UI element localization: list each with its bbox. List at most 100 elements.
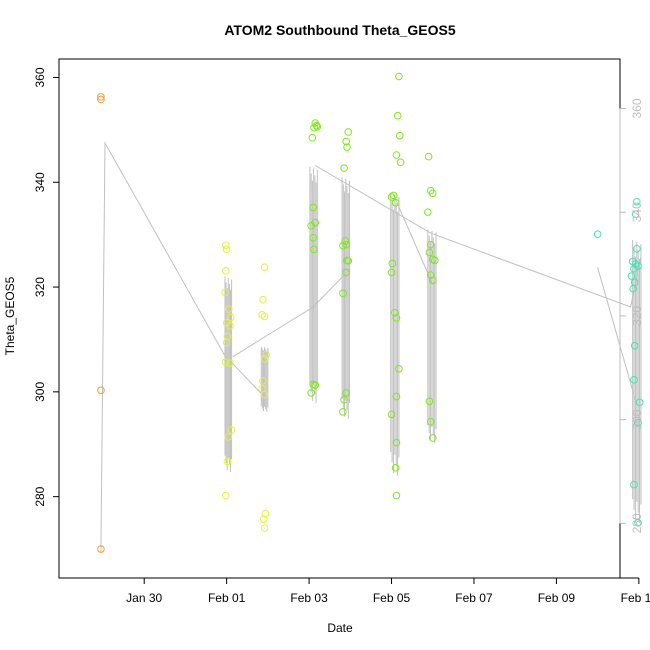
data-point: [342, 268, 350, 277]
data-point: [313, 122, 322, 131]
data-point: [226, 313, 235, 322]
data-point: [634, 418, 642, 427]
x-axis-label: Date: [327, 621, 353, 635]
x-tick-label: Feb 11: [621, 591, 650, 605]
data-point: [387, 410, 396, 419]
track-line: [232, 268, 351, 358]
data-point: [262, 350, 271, 359]
data-point: [632, 245, 641, 253]
data-point: [259, 377, 267, 385]
y-tick-label: 360: [33, 67, 47, 87]
data-point: [342, 389, 350, 397]
data-point: [97, 545, 105, 553]
data-point: [223, 457, 232, 466]
data-point: [635, 398, 644, 407]
data-point: [392, 392, 401, 401]
data-point: [630, 264, 638, 273]
data-point: [342, 137, 350, 146]
data-point: [395, 131, 404, 140]
data-point: [392, 151, 401, 159]
data-point: [426, 240, 435, 249]
data-point: [340, 395, 348, 404]
data-point: [260, 390, 269, 399]
data-point: [221, 288, 229, 297]
y2-tick-label: 280: [630, 513, 644, 533]
data-point: [224, 433, 233, 441]
data-point: [227, 426, 236, 434]
data-point: [311, 381, 320, 389]
data-point: [222, 338, 231, 347]
data-point: [629, 284, 637, 293]
x-tick-label: Jan 30: [126, 591, 162, 605]
data-point: [630, 341, 639, 350]
data-point: [342, 240, 350, 249]
data-point: [308, 133, 317, 142]
data-point: [428, 276, 437, 285]
data-point: [310, 245, 318, 254]
data-point: [339, 289, 347, 298]
data-point: [428, 434, 437, 442]
y2-tick-label: 300: [630, 409, 644, 429]
track-line: [393, 194, 434, 285]
data-point: [260, 524, 269, 532]
y-tick-label: 280: [33, 486, 47, 506]
plot-frame: [58, 58, 621, 579]
data-point: [97, 386, 105, 395]
data-point: [222, 267, 230, 275]
x-tick-label: Feb 05: [373, 591, 411, 605]
plot-area: Jan 30 Feb 01 Feb 03 Feb 05 Feb 07 Feb 09 Feb …: [33, 67, 650, 605]
data-point: [426, 186, 435, 195]
data-point: [309, 234, 318, 242]
data-point: [310, 123, 318, 132]
data-point: [630, 480, 638, 489]
data-point: [630, 376, 638, 384]
data-point: [632, 197, 641, 206]
data-point: [260, 263, 269, 271]
data-point: [222, 241, 230, 249]
track-line: [597, 267, 638, 406]
y-tick-label: 300: [33, 382, 47, 402]
data-point: [387, 193, 396, 201]
data-point: [344, 257, 353, 265]
data-point: [344, 128, 353, 136]
data-point: [260, 312, 269, 321]
data-point: [425, 397, 434, 406]
y-tick-label: 320: [33, 277, 47, 297]
data-point: [425, 248, 434, 257]
y2-tick-label: 320: [630, 306, 644, 326]
data-point: [307, 389, 315, 397]
data-point: [391, 198, 400, 207]
data-point: [392, 438, 401, 447]
data-point: [634, 519, 642, 527]
x-tick-label: Feb 01: [208, 591, 246, 605]
data-point: [389, 191, 398, 200]
data-point: [226, 322, 234, 330]
data-point: [339, 407, 347, 416]
data-point: [392, 314, 401, 322]
data-point: [312, 121, 321, 130]
data-point: [339, 241, 347, 250]
data-point: [222, 245, 231, 254]
data-point: [396, 158, 405, 167]
data-point: [392, 491, 401, 500]
y-axis-label: Theta_GEOS5: [3, 276, 17, 355]
track-line: [100, 141, 265, 552]
data-point: [631, 210, 640, 219]
data-point: [222, 491, 230, 500]
data-point: [222, 358, 230, 366]
x-tick-label: Feb 09: [538, 591, 576, 605]
data-point: [426, 417, 435, 426]
data-point: [387, 268, 396, 277]
data-point: [259, 515, 268, 523]
y2-tick-label: 340: [630, 202, 644, 222]
track-line: [315, 165, 642, 308]
data-point: [391, 308, 399, 317]
y-tick-label: 340: [33, 172, 47, 192]
data-point: [97, 93, 105, 101]
data-point: [634, 262, 642, 270]
data-point: [340, 164, 348, 172]
data-point: [424, 152, 433, 161]
data-point: [424, 208, 432, 216]
data-point: [627, 272, 636, 280]
